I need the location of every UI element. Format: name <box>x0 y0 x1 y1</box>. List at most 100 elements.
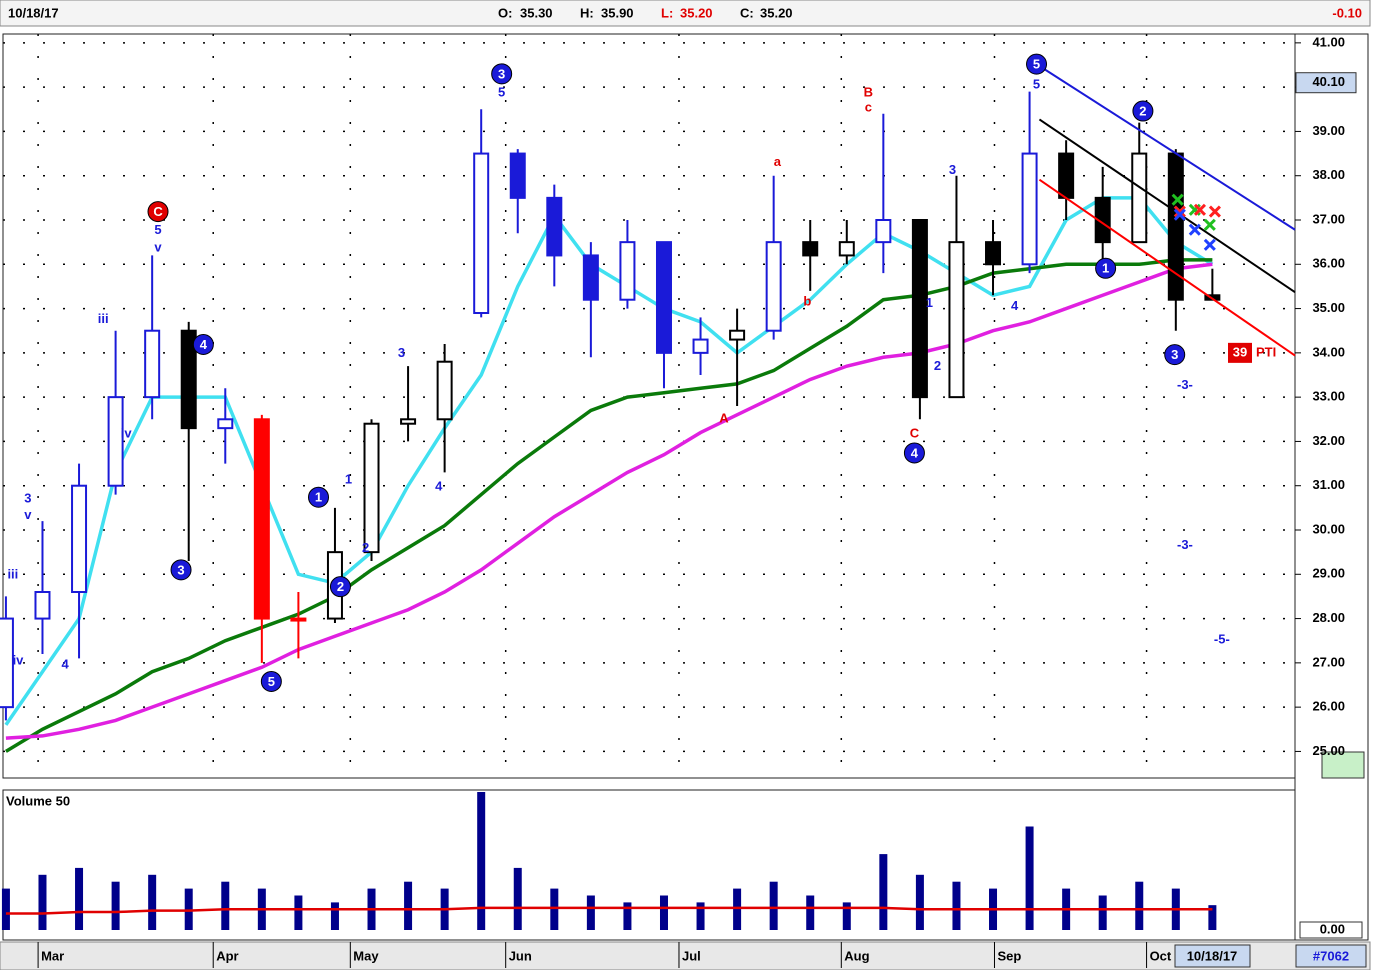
y-tick-label: 37.00 <box>1312 211 1345 226</box>
candle-body <box>144 329 161 399</box>
target-text: PTI <box>1256 344 1276 359</box>
x-tick-label: Mar <box>41 948 64 963</box>
wave-label: 2 <box>934 358 941 373</box>
x-tick-label: Jul <box>682 948 701 963</box>
wave-label: 4 <box>1011 298 1019 313</box>
wave-label: v <box>24 507 32 522</box>
wave-label: 3 <box>1171 347 1178 362</box>
volume-bar <box>806 895 815 930</box>
wave-label: 3 <box>398 345 405 360</box>
candle-body <box>582 254 599 301</box>
high-label: H: <box>580 5 594 20</box>
volume-bar <box>842 902 851 930</box>
moving-average <box>5 262 1213 740</box>
wave-label: 1 <box>926 295 933 310</box>
low-value: 35.20 <box>680 5 713 20</box>
open-value: 35.30 <box>520 5 553 20</box>
candle-body <box>180 329 197 430</box>
y-tick-box <box>1299 921 1363 939</box>
candle-body <box>400 418 417 425</box>
header-bar <box>0 0 1371 27</box>
wave-label: 5 <box>1033 57 1040 72</box>
volume-bar <box>477 792 486 930</box>
wave-marker <box>1095 257 1117 279</box>
candle-body <box>985 241 1002 266</box>
candle-body <box>363 422 380 554</box>
wave-marker <box>1026 53 1048 75</box>
x-tick-label: Sep <box>997 948 1021 963</box>
projection-mark <box>1193 203 1207 216</box>
volume-bar <box>38 874 47 930</box>
candle-body <box>1094 196 1111 244</box>
wave-marker <box>1132 100 1154 122</box>
wave-label: -3- <box>1177 377 1193 392</box>
wave-marker <box>260 670 282 692</box>
candle-body <box>1131 152 1148 244</box>
wave-label: iv <box>121 425 133 440</box>
wave-label: 5 <box>1033 76 1040 91</box>
wave-label: C <box>910 425 920 440</box>
y-tick-label: 33.00 <box>1312 389 1345 404</box>
chart-id: #7062 <box>1313 948 1349 963</box>
candle-body <box>107 396 124 487</box>
wave-label: 2 <box>362 540 369 555</box>
wave-marker <box>308 486 330 508</box>
target-box <box>1228 342 1252 363</box>
wave-label: iii <box>98 311 109 326</box>
y-tick-label: 26.00 <box>1312 699 1345 714</box>
volume-bar <box>1 888 10 930</box>
volume-bar <box>330 902 339 930</box>
trendline <box>1035 63 1296 231</box>
x-tick-label: Apr <box>216 948 238 963</box>
candle-body <box>473 152 490 314</box>
moving-average <box>4 196 1214 726</box>
candle-body <box>948 241 965 399</box>
change-value: -0.10 <box>1332 5 1362 20</box>
wave-label: 2 <box>1139 103 1146 118</box>
candle-body <box>71 484 88 594</box>
y-tick-label: 25.00 <box>1312 743 1345 758</box>
volume-pane <box>2 789 1296 941</box>
volume-bar <box>696 902 705 930</box>
candle-body <box>802 241 819 257</box>
x-tick-label: Aug <box>844 948 869 963</box>
volume-bar <box>879 854 888 930</box>
date-axis-bar <box>0 941 1371 970</box>
candle-body <box>875 219 892 244</box>
wave-label: 3 <box>498 66 505 81</box>
candle-body <box>546 196 563 257</box>
target-count: 39 <box>1233 344 1247 359</box>
y-tick-label: 35.00 <box>1312 300 1345 315</box>
trendline <box>1038 118 1296 294</box>
volume-bar <box>404 881 413 930</box>
candle-body <box>838 241 855 257</box>
x-tick-label: May <box>353 948 379 963</box>
close-value: 35.20 <box>760 5 793 20</box>
volume-bar <box>550 888 559 930</box>
volume-bar <box>952 881 961 930</box>
wave-marker <box>170 559 192 581</box>
candle-body <box>655 241 672 354</box>
wave-label: 1 <box>345 472 352 487</box>
high-value: 35.90 <box>601 5 634 20</box>
projection-mark <box>1171 193 1184 206</box>
candle-body <box>729 329 746 341</box>
date-box <box>1174 944 1251 968</box>
candle-body <box>692 338 709 354</box>
wave-label: c <box>865 100 872 115</box>
y-tick-label: 27.00 <box>1312 654 1345 669</box>
candle-body <box>34 591 51 620</box>
toolbar-icon[interactable] <box>1321 751 1365 779</box>
projection-mark <box>1208 205 1222 218</box>
wave-label: iv <box>13 653 25 668</box>
y-tick-label: 31.00 <box>1312 477 1345 492</box>
y-tick-label: 38.00 <box>1312 167 1345 182</box>
close-label: C: <box>740 5 754 20</box>
low-label: L: <box>661 5 673 20</box>
wave-label: A <box>719 410 729 425</box>
wave-label: 5 <box>498 84 505 99</box>
projection-mark <box>1203 238 1216 251</box>
wave-label: a <box>774 154 782 169</box>
volume-bar <box>513 867 522 930</box>
